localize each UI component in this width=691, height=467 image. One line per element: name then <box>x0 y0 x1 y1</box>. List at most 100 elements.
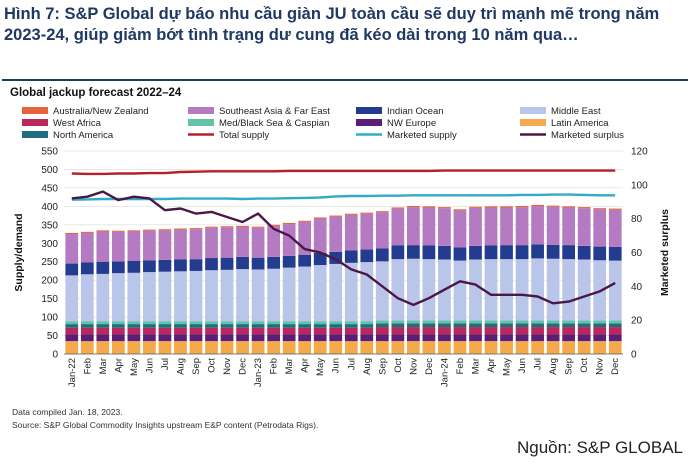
bar-north-america-4 <box>127 324 141 328</box>
bar-west-africa-12 <box>251 327 265 335</box>
bar-latin-america-33 <box>577 341 591 354</box>
bar-middle-east-15 <box>298 266 312 322</box>
bar-southeast-asia-far-east-3 <box>111 231 125 262</box>
bar-indian-ocean-10 <box>220 257 234 270</box>
bar-nw-europe-10 <box>220 334 234 342</box>
bar-west-africa-23 <box>422 327 436 335</box>
bar-middle-east-21 <box>391 259 405 321</box>
bar-med-black-sea-caspian-16 <box>313 321 327 325</box>
x-tick-label: Sep <box>564 358 575 375</box>
bar-middle-east-1 <box>80 274 94 322</box>
bar-west-africa-16 <box>313 327 327 335</box>
bar-indian-ocean-30 <box>531 244 544 259</box>
y-tick-label: 150 <box>41 294 58 305</box>
bar-nw-europe-33 <box>577 334 591 342</box>
bar-southeast-asia-far-east-7 <box>174 229 187 260</box>
legend-swatch <box>188 107 214 114</box>
bar-southeast-asia-far-east-1 <box>80 232 94 263</box>
bar-west-africa-4 <box>127 327 141 335</box>
y2-tick-label: 100 <box>631 180 648 191</box>
bar-middle-east-29 <box>515 259 529 321</box>
bar-middle-east-18 <box>344 262 358 322</box>
bar-nw-europe-26 <box>469 334 482 342</box>
bar-southeast-asia-far-east-26 <box>469 207 482 246</box>
x-tick-label: Nov <box>222 358 233 375</box>
bar-west-africa-25 <box>453 327 467 335</box>
bar-southeast-asia-far-east-22 <box>407 207 420 246</box>
bar-med-black-sea-caspian-10 <box>220 321 234 325</box>
bar-north-america-17 <box>329 324 343 328</box>
bar-middle-east-10 <box>220 269 234 322</box>
bar-med-black-sea-caspian-19 <box>360 321 374 325</box>
bar-north-america-32 <box>562 323 576 328</box>
bar-north-america-19 <box>360 324 374 328</box>
legend-label: North America <box>53 130 114 141</box>
bar-southeast-asia-far-east-24 <box>438 208 451 246</box>
bar-australia-new-zealand-32 <box>562 206 576 208</box>
bar-med-black-sea-caspian-34 <box>593 320 607 324</box>
bar-west-africa-33 <box>577 327 591 335</box>
bar-west-africa-20 <box>375 327 389 335</box>
bar-latin-america-4 <box>127 341 141 354</box>
bar-nw-europe-17 <box>329 334 343 342</box>
y-tick-label: 450 <box>41 183 58 194</box>
bar-australia-new-zealand-21 <box>391 207 405 209</box>
bar-nw-europe-20 <box>375 334 389 342</box>
bar-indian-ocean-6 <box>158 259 172 272</box>
bar-west-africa-10 <box>220 327 234 335</box>
bar-southeast-asia-far-east-31 <box>546 206 560 245</box>
line-series <box>71 169 616 307</box>
bar-west-africa-19 <box>360 327 374 335</box>
bar-southeast-asia-far-east-4 <box>127 231 141 261</box>
bar-nw-europe-23 <box>422 334 436 342</box>
bar-indian-ocean-11 <box>236 256 249 270</box>
bar-middle-east-9 <box>205 270 218 322</box>
chart-legend: Australia/New Zealand Southeast Asia & Fa… <box>22 106 624 141</box>
bar-australia-new-zealand-12 <box>251 226 265 228</box>
bar-med-black-sea-caspian-4 <box>127 321 141 325</box>
legend-item-total-supply: Total supply <box>188 130 269 141</box>
bar-southeast-asia-far-east-5 <box>143 230 156 261</box>
x-tick-label: May <box>502 358 513 376</box>
bar-north-america-18 <box>344 324 358 328</box>
x-tick-label: Jan-23 <box>253 358 264 387</box>
bar-north-america-24 <box>438 323 451 328</box>
bar-indian-ocean-20 <box>375 248 389 262</box>
bar-indian-ocean-16 <box>313 252 327 266</box>
bar-indian-ocean-9 <box>205 258 218 271</box>
bar-med-black-sea-caspian-27 <box>484 320 498 324</box>
bar-middle-east-27 <box>484 259 498 321</box>
x-tick-label: Jun <box>144 358 155 373</box>
legend-label: Med/Black Sea & Caspian <box>219 118 329 129</box>
x-tick-label: Apr <box>113 358 124 373</box>
bar-latin-america-17 <box>329 341 343 354</box>
bar-middle-east-30 <box>531 258 544 321</box>
bar-australia-new-zealand-17 <box>329 215 343 217</box>
bar-med-black-sea-caspian-31 <box>546 320 560 324</box>
y-tick-label: 350 <box>41 220 58 231</box>
x-tick-label: Jun <box>517 358 528 373</box>
y2-tick-label: 80 <box>631 214 643 225</box>
bar-med-black-sea-caspian-1 <box>80 321 94 325</box>
bar-latin-america-20 <box>375 341 389 354</box>
bar-north-america-26 <box>469 323 482 328</box>
bar-southeast-asia-far-east-28 <box>500 207 513 246</box>
x-tick-label: May <box>315 358 326 376</box>
bar-med-black-sea-caspian-28 <box>500 320 513 324</box>
legend-swatch <box>22 107 48 114</box>
bar-indian-ocean-33 <box>577 245 591 260</box>
bar-middle-east-19 <box>360 262 374 322</box>
bar-nw-europe-15 <box>298 334 312 342</box>
bar-north-america-0 <box>65 324 79 328</box>
bar-southeast-asia-far-east-19 <box>360 213 374 250</box>
x-tick-label: Nov <box>408 358 419 375</box>
legend-swatch <box>520 107 546 114</box>
bar-southeast-asia-far-east-17 <box>329 216 343 252</box>
bar-southeast-asia-far-east-23 <box>422 207 436 246</box>
bar-latin-america-32 <box>562 341 576 354</box>
bar-med-black-sea-caspian-22 <box>407 320 420 324</box>
bar-north-america-6 <box>158 324 172 328</box>
y2-tick-label: 20 <box>631 316 643 327</box>
bar-north-america-20 <box>375 323 389 328</box>
bar-southeast-asia-far-east-25 <box>453 210 467 248</box>
